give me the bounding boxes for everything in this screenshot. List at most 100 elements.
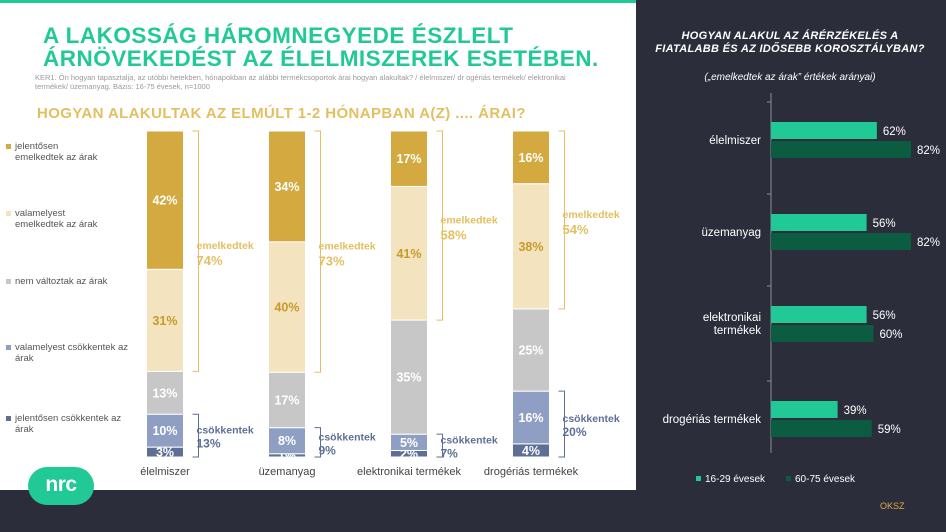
bar-value-label: 17% bbox=[274, 393, 299, 407]
decrease-group-label: csökkentek bbox=[319, 431, 376, 443]
decrease-bracket bbox=[192, 413, 199, 458]
increase-group-label: emelkedtek bbox=[197, 240, 254, 252]
right-chart-subtitle: („emelkedtek az árak” értékek arányai) bbox=[704, 72, 876, 83]
bar-segment bbox=[512, 390, 550, 445]
bar-value-label: 82% bbox=[917, 145, 940, 157]
oksz-label: OKSZ bbox=[880, 501, 905, 511]
bar bbox=[771, 306, 867, 323]
decrease-bracket bbox=[558, 390, 565, 458]
bar-segment bbox=[390, 319, 428, 435]
increase-group-label: emelkedtek bbox=[441, 215, 498, 227]
bar bbox=[771, 420, 872, 437]
question-note: KER1. Ön hogyan tapasztalja, az utóbbi h… bbox=[35, 73, 566, 91]
bar-value-label: 8% bbox=[278, 434, 296, 448]
decrease-bracket bbox=[436, 433, 443, 458]
bar-value-label: 40% bbox=[274, 301, 299, 315]
increase-group-label: emelkedtek bbox=[563, 209, 620, 221]
decrease-bracket bbox=[314, 427, 321, 458]
decrease-group-value: 9% bbox=[319, 443, 337, 457]
bar-value-label: 13% bbox=[152, 386, 177, 400]
bar-value-label: 5% bbox=[400, 436, 418, 450]
accent-line bbox=[0, 0, 636, 3]
increase-bracket bbox=[192, 130, 199, 372]
bar-segment bbox=[268, 130, 306, 243]
legend-label: jelentősen csökkentek az árak bbox=[15, 413, 122, 435]
legend-label: jelentősen emelkedtek az árak bbox=[15, 141, 98, 163]
bar-segment bbox=[512, 308, 550, 392]
category-label: elektronikai bbox=[703, 312, 761, 324]
decrease-group-label: csökkentek bbox=[197, 425, 254, 437]
horizontal-bar-chart: 62% 82% élelmiszer 56% 82% üzemanyag 56% 60% ele… bbox=[663, 93, 940, 485]
bar-value-label: 56% bbox=[873, 218, 896, 230]
increase-group-label: emelkedtek bbox=[319, 241, 376, 253]
decrease-group-label: csökkentek bbox=[563, 413, 620, 425]
legend-label: valamelyest csökkentek az árak bbox=[15, 342, 128, 364]
category-label: üzemanyag bbox=[702, 227, 761, 239]
bar-value-label: 34% bbox=[274, 180, 299, 194]
legend-label: valamelyest emelkedtek az árak bbox=[15, 208, 98, 230]
bar-value-label: 16% bbox=[518, 411, 543, 425]
bar-segment bbox=[268, 371, 306, 429]
category-label: drogériás termékek bbox=[663, 414, 762, 426]
bar bbox=[771, 122, 877, 139]
bar-segment bbox=[146, 130, 184, 270]
legend-item-strong-increase: jelentősen emelkedtek az árak bbox=[6, 141, 126, 163]
increase-group-value: 54% bbox=[563, 222, 589, 237]
decrease-group-label: csökkentek bbox=[441, 435, 498, 447]
legend-swatch bbox=[786, 476, 791, 481]
bar-value-label: 10% bbox=[152, 424, 177, 438]
bar-value-label: 56% bbox=[873, 310, 896, 322]
bar-value-label: 17% bbox=[396, 152, 421, 166]
nrc-logo: nrc bbox=[28, 467, 94, 505]
category-label: drogériás termékek bbox=[484, 466, 579, 478]
category-label: üzemanyag bbox=[259, 466, 316, 478]
bar-segment bbox=[146, 268, 184, 372]
increase-group-value: 73% bbox=[319, 254, 345, 269]
category-label: élelmiszer bbox=[709, 135, 761, 147]
legend-swatch bbox=[6, 279, 11, 284]
increase-bracket bbox=[558, 130, 565, 310]
decrease-group-value: 13% bbox=[197, 437, 221, 451]
bar-value-label: 25% bbox=[518, 343, 543, 357]
legend-item-slight-decrease: valamelyest csökkentek az árak bbox=[6, 342, 141, 364]
legend-swatch bbox=[6, 416, 11, 421]
left-panel: A LAKOSSÁG HÁROMNEGYEDE ÉSZLELT ÁRNÖVEKE… bbox=[0, 0, 636, 505]
bar-value-label: 62% bbox=[883, 126, 906, 138]
decrease-group-value: 7% bbox=[441, 447, 459, 461]
bar-value-label: 4% bbox=[522, 444, 540, 458]
bar-segment bbox=[512, 130, 550, 185]
bar-value-label: 39% bbox=[844, 405, 867, 417]
legend-swatch bbox=[6, 345, 11, 350]
bar-segment bbox=[268, 241, 306, 373]
bar-value-label: 41% bbox=[396, 247, 421, 261]
bar bbox=[771, 233, 911, 250]
bar bbox=[771, 325, 874, 342]
bar bbox=[771, 141, 911, 158]
increase-bracket bbox=[314, 130, 321, 373]
bar bbox=[771, 401, 838, 418]
legend-item-no-change: nem változtak az árak bbox=[6, 276, 126, 287]
legend-label: 16-29 évesek bbox=[705, 474, 766, 485]
bar-value-label: 60% bbox=[879, 329, 902, 341]
bar-segment bbox=[512, 183, 550, 310]
bar bbox=[771, 214, 867, 231]
legend-swatch bbox=[696, 476, 701, 481]
category-label: elektronikai termékek bbox=[357, 466, 461, 478]
increase-group-value: 58% bbox=[441, 228, 467, 243]
bar-segment bbox=[146, 413, 184, 448]
increase-bracket bbox=[436, 130, 443, 321]
category-label: élelmiszer bbox=[140, 466, 190, 478]
bar-segment bbox=[390, 130, 428, 187]
bar-value-label: 35% bbox=[396, 371, 421, 385]
bar-value-label: 82% bbox=[917, 237, 940, 249]
bar-value-label: 16% bbox=[518, 151, 543, 165]
legend-item-slight-increase: valamelyest emelkedtek az árak bbox=[6, 208, 126, 230]
bar-value-label: 3% bbox=[156, 446, 174, 460]
decrease-group-value: 20% bbox=[563, 425, 587, 439]
bar-value-label: 31% bbox=[152, 314, 177, 328]
bar-value-label: 38% bbox=[518, 240, 543, 254]
legend-swatch bbox=[6, 144, 11, 149]
bar-value-label: 42% bbox=[152, 194, 177, 208]
legend-item-strong-decrease: jelentősen csökkentek az árak bbox=[6, 413, 141, 435]
page-title: A LAKOSSÁG HÁROMNEGYEDE ÉSZLELT ÁRNÖVEKE… bbox=[43, 23, 599, 71]
